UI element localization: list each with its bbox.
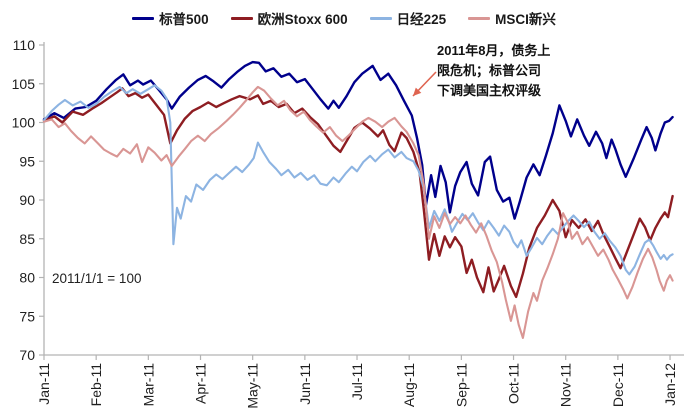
legend-swatch-stoxx600 <box>230 16 253 20</box>
annotation-line-2: 限危机；标普公司 <box>437 63 542 79</box>
rebase-note: 2011/1/1 = 100 <box>52 271 142 286</box>
x-tick-label: Nov-11 <box>558 363 574 407</box>
annotation-line-3: 下调美国主权评级 <box>437 83 542 99</box>
series-line-nikkei225 <box>42 84 674 276</box>
y-tick-label: 80 <box>19 270 35 286</box>
x-tick-label: Feb-11 <box>88 363 104 407</box>
series-line-sp500 <box>42 60 674 220</box>
legend-item-stoxx600: 欧洲Stoxx 600 <box>230 8 348 28</box>
x-tick-label: Jun-11 <box>297 363 313 405</box>
x-tick-label: Apr-11 <box>193 363 209 404</box>
x-tick-label: Mar-11 <box>140 363 156 407</box>
legend-label-sp500: 标普500 <box>159 12 209 27</box>
legend-swatch-sp500 <box>132 16 155 20</box>
legend-item-msci-em: MSCI新兴 <box>468 8 556 28</box>
legend-label-stoxx600: 欧洲Stoxx 600 <box>257 12 348 27</box>
legend-item-nikkei225: 日经225 <box>369 8 447 28</box>
x-tick-label: May-11 <box>245 363 261 409</box>
legend-swatch-nikkei225 <box>369 16 392 20</box>
x-tick-label: Aug-11 <box>401 363 417 407</box>
y-tick-label: 85 <box>19 231 35 247</box>
annotation-line-1: 2011年8月，债务上 <box>437 43 551 58</box>
y-tick-label: 100 <box>12 115 36 131</box>
y-tick-label: 110 <box>13 37 36 53</box>
annotation-arrowhead <box>413 87 422 96</box>
y-tick-label: 90 <box>19 192 35 208</box>
legend-item-sp500: 标普500 <box>132 8 209 28</box>
x-tick-label: Sep-11 <box>453 363 469 407</box>
x-tick-label: Dec-11 <box>610 363 626 407</box>
x-tick-label: Jul-11 <box>349 363 365 400</box>
chart-legend: 标普500 欧洲Stoxx 600 日经225 MSCI新兴 <box>0 8 688 28</box>
legend-swatch-msci-em <box>468 16 491 20</box>
legend-label-nikkei225: 日经225 <box>396 12 447 27</box>
y-tick-label: 105 <box>12 76 36 92</box>
x-tick-label: Jan-11 <box>36 363 52 405</box>
y-tick-label: 75 <box>19 308 35 324</box>
series-line-msci-em <box>42 85 674 339</box>
legend-label-msci-em: MSCI新兴 <box>495 12 556 27</box>
x-tick-label: Oct-11 <box>506 363 522 404</box>
event-annotation: 2011年8月，债务上 限危机；标普公司 下调美国主权评级 <box>437 41 550 101</box>
y-tick-label: 95 <box>19 153 35 169</box>
x-tick-label: Jan-12 <box>662 363 678 406</box>
y-tick-label: 70 <box>19 347 35 363</box>
